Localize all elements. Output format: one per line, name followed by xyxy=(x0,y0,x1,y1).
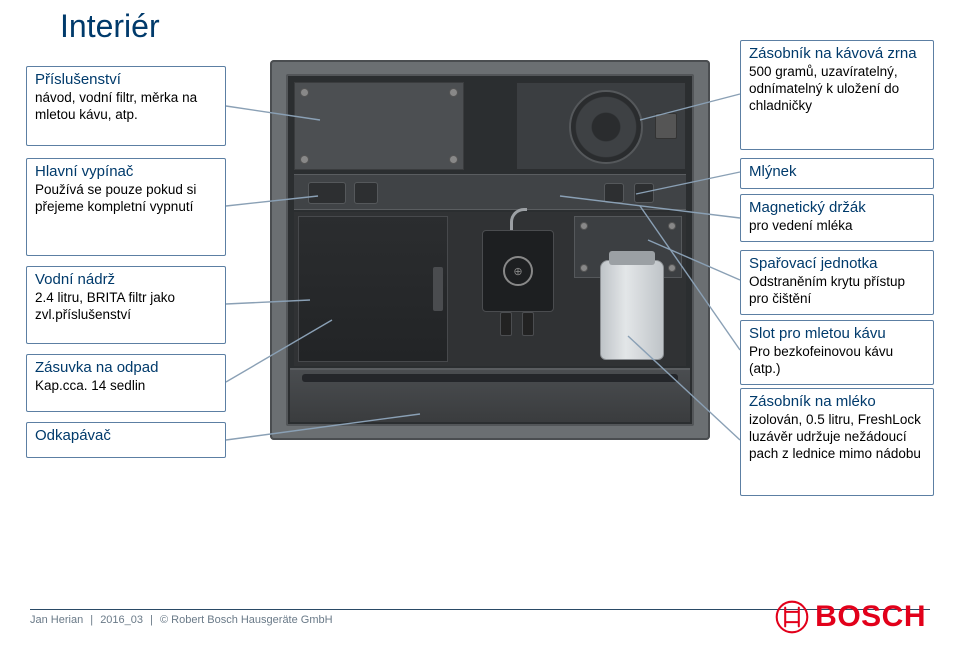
left-label-sub: Používá se pouze pokud si přejeme komple… xyxy=(35,182,217,216)
right-label-0: Zásobník na kávová zrna500 gramů, uzavír… xyxy=(740,40,934,150)
footer-date: 2016_03 xyxy=(100,614,143,626)
right-label-heading: Slot pro mletou kávu xyxy=(749,325,925,344)
right-label-heading: Spařovací jednotka xyxy=(749,255,925,274)
left-label-heading: Zásuvka na odpad xyxy=(35,359,217,378)
control-strip xyxy=(294,174,686,210)
right-label-1: Mlýnek xyxy=(740,158,934,189)
right-label-2: Magnetický držákpro vedení mléka xyxy=(740,194,934,242)
left-label-1: Hlavní vypínačPoužívá se pouze pokud si … xyxy=(26,158,226,256)
left-label-sub: 2.4 litru, BRITA filtr jako zvl.přísluše… xyxy=(35,290,217,324)
bosch-ring-icon: ⊕ xyxy=(503,256,533,286)
device-illustration: ⊕ xyxy=(270,60,710,440)
right-label-heading: Zásobník na kávová zrna xyxy=(749,45,925,64)
dispenser-unit: ⊕ xyxy=(462,216,572,346)
right-label-sub: 500 gramů, uzavíratelný, odnímatelný k u… xyxy=(749,64,925,115)
right-label-5: Zásobník na mlékoizolován, 0.5 litru, Fr… xyxy=(740,388,934,496)
main-switch xyxy=(308,182,346,204)
left-label-sub: návod, vodní filtr, měrka na mletou kávu… xyxy=(35,90,217,124)
right-label-heading: Magnetický držák xyxy=(749,199,925,218)
left-label-heading: Odkapávač xyxy=(35,427,217,446)
left-label-3: Zásuvka na odpadKap.cca. 14 sedlin xyxy=(26,354,226,412)
bosch-anchor-icon xyxy=(775,600,809,634)
right-label-3: Spařovací jednotkaOdstraněním krytu přís… xyxy=(740,250,934,315)
left-label-2: Vodní nádrž2.4 litru, BRITA filtr jako z… xyxy=(26,266,226,344)
milk-container xyxy=(600,260,664,360)
bosch-wordmark: BOSCH xyxy=(815,600,926,634)
interior-cavity: ⊕ xyxy=(294,212,686,366)
right-label-4: Slot pro mletou kávuPro bezkofeinovou ká… xyxy=(740,320,934,385)
right-label-sub: pro vedení mléka xyxy=(749,218,925,235)
left-label-sub: Kap.cca. 14 sedlin xyxy=(35,378,217,395)
drip-tray xyxy=(290,368,690,422)
accessory-plate xyxy=(294,82,464,170)
right-label-sub: izolován, 0.5 litru, FreshLock luzávěr u… xyxy=(749,412,925,463)
footer-author: Jan Herian xyxy=(30,614,83,626)
page-title: Interiér xyxy=(60,8,160,45)
right-label-sub: Pro bezkofeinovou kávu (atp.) xyxy=(749,344,925,378)
right-label-sub: Odstraněním krytu přístup pro čištění xyxy=(749,274,925,308)
water-tank-drawer xyxy=(298,216,448,362)
bean-hopper xyxy=(516,82,686,170)
left-label-heading: Příslušenství xyxy=(35,71,217,90)
left-label-heading: Hlavní vypínač xyxy=(35,163,217,182)
right-label-heading: Mlýnek xyxy=(749,163,925,182)
footer-org: © Robert Bosch Hausgeräte GmbH xyxy=(160,614,333,626)
right-label-heading: Zásobník na mléko xyxy=(749,393,925,412)
device-frame: ⊕ xyxy=(286,74,694,426)
left-label-0: Příslušenstvínávod, vodní filtr, měrka n… xyxy=(26,66,226,146)
left-label-heading: Vodní nádrž xyxy=(35,271,217,290)
left-label-4: Odkapávač xyxy=(26,422,226,458)
bosch-logo: BOSCH xyxy=(775,600,926,634)
